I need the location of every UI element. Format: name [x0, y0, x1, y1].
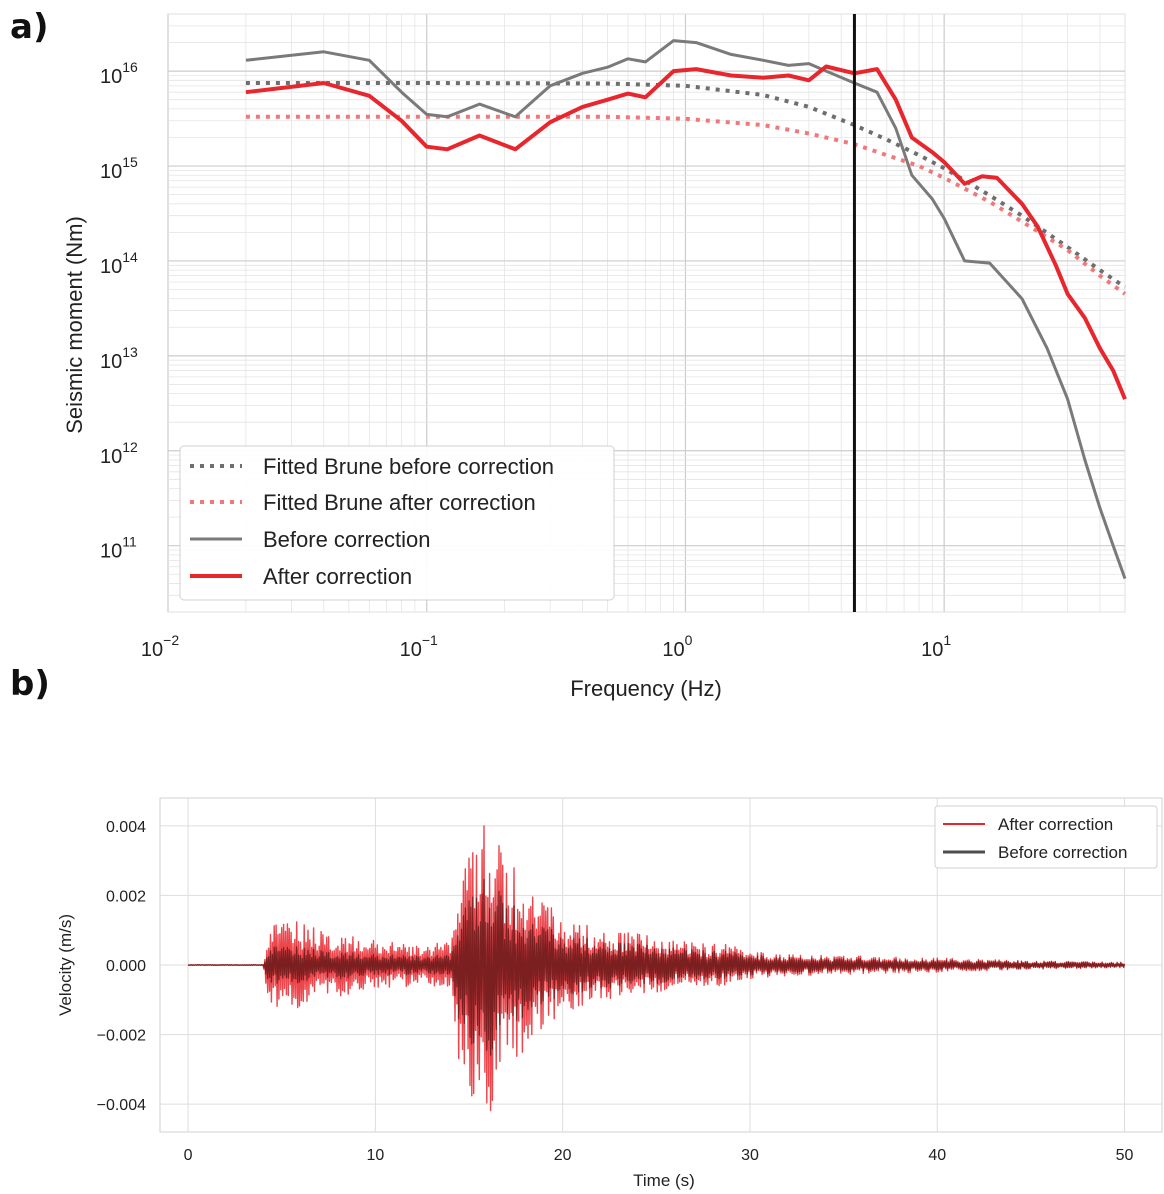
series-before-correction: [245, 39, 1127, 580]
panel-a-label: a): [10, 7, 48, 47]
legend-label-before-wave: Before correction: [998, 843, 1127, 862]
y-tick-label: 1011: [100, 534, 137, 563]
x-tick-label: 50: [1116, 1147, 1134, 1164]
x-tick-label: 30: [741, 1147, 759, 1164]
spectrum-legend-box: [179, 445, 615, 601]
x-tick-label: 100: [662, 632, 692, 661]
legend-label-before: Before correction: [263, 527, 431, 552]
x-tick-label: 10−1: [400, 632, 438, 661]
waveform-legend: After correction Before correction: [934, 805, 1158, 869]
y-tick-label: 1014: [100, 249, 138, 278]
spectrum-y-axis-label: Seismic moment (Nm): [62, 216, 87, 434]
spectrum-x-axis-label: Frequency (Hz): [570, 676, 722, 701]
spectrum-chart: 10−2 10−1 100 101 101110121013101410151016 …: [62, 13, 1127, 701]
series-after-correction: [245, 64, 1127, 400]
waveform-legend-box: [934, 805, 1158, 869]
x-tick-label: 40: [928, 1147, 946, 1164]
spectrum-legend: Fitted Brune before correction Fitted Br…: [179, 445, 615, 601]
y-tick-label: 0.002: [106, 888, 146, 905]
panel-b-label: b): [10, 664, 50, 704]
waveform-series: [187, 825, 1126, 1112]
x-tick-label: 101: [921, 632, 951, 661]
x-tick-label: 10−2: [141, 632, 179, 661]
series-fitted-brune-before-correction: [245, 81, 1127, 289]
y-tick-label: 0.000: [106, 958, 146, 975]
y-tick-label: 0.004: [106, 819, 146, 836]
y-tick-label: 1013: [100, 344, 138, 373]
y-tick-label: −0.002: [97, 1028, 146, 1045]
spectrum-x-ticks: 10−2 10−1 100 101: [141, 632, 951, 661]
spectrum-series: [245, 39, 1127, 580]
legend-label-after: After correction: [263, 564, 412, 589]
waveform-x-ticks: 0 10 20 30 40 50: [184, 1147, 1134, 1164]
x-tick-label: 20: [554, 1147, 572, 1164]
y-tick-label: 1016: [100, 59, 138, 88]
y-tick-label: 1015: [100, 154, 138, 183]
x-tick-label: 10: [366, 1147, 384, 1164]
legend-label-brune-before: Fitted Brune before correction: [263, 454, 554, 479]
waveform-y-ticks: 0.004 0.002 0.000 −0.002 −0.004: [97, 819, 146, 1114]
waveform-x-axis-label: Time (s): [633, 1171, 695, 1190]
y-tick-label: −0.004: [97, 1097, 146, 1114]
series-before-correction-waveform: [187, 878, 1126, 1056]
spectrum-grid: [167, 13, 1126, 613]
y-tick-label: 1012: [100, 439, 138, 468]
waveform-chart: 0 10 20 30 40 50 0.0040.0020.000−0.002−0.004 …: [56, 797, 1163, 1190]
spectrum-y-ticks: 1011 1012 1013 1014 1015 1016: [100, 59, 138, 563]
x-tick-label: 0: [184, 1147, 193, 1164]
legend-label-after-wave: After correction: [998, 815, 1113, 834]
waveform-y-axis-label: Velocity (m/s): [56, 914, 75, 1016]
legend-label-brune-after: Fitted Brune after correction: [263, 490, 536, 515]
series-fitted-brune-after-correction: [245, 114, 1127, 296]
